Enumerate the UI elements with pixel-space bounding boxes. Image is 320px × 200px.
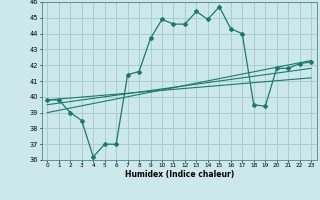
X-axis label: Humidex (Indice chaleur): Humidex (Indice chaleur) (124, 170, 234, 179)
